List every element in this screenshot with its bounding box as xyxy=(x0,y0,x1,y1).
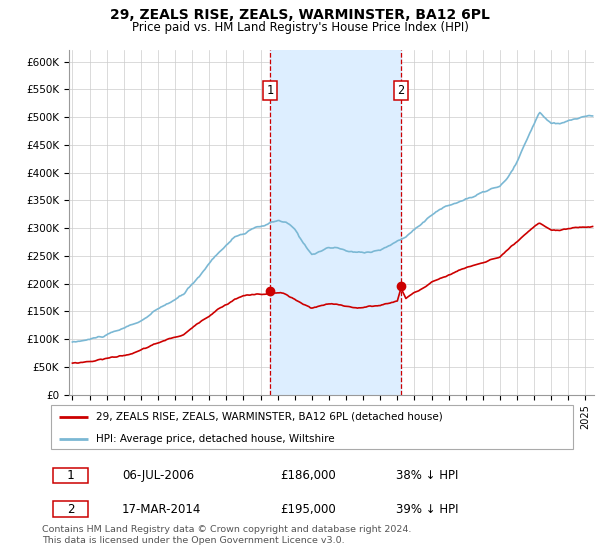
FancyBboxPatch shape xyxy=(50,405,574,449)
Text: 2: 2 xyxy=(67,503,74,516)
Text: 29, ZEALS RISE, ZEALS, WARMINSTER, BA12 6PL (detached house): 29, ZEALS RISE, ZEALS, WARMINSTER, BA12 … xyxy=(95,412,442,422)
Text: 06-JUL-2006: 06-JUL-2006 xyxy=(122,469,194,482)
Bar xyxy=(270,50,401,395)
FancyBboxPatch shape xyxy=(53,468,88,483)
Text: 2: 2 xyxy=(397,84,404,97)
Text: £186,000: £186,000 xyxy=(280,469,336,482)
Text: 39% ↓ HPI: 39% ↓ HPI xyxy=(397,503,459,516)
Text: 38% ↓ HPI: 38% ↓ HPI xyxy=(397,469,459,482)
Text: 1: 1 xyxy=(67,469,74,482)
Text: Contains HM Land Registry data © Crown copyright and database right 2024.
This d: Contains HM Land Registry data © Crown c… xyxy=(42,525,412,545)
Text: 29, ZEALS RISE, ZEALS, WARMINSTER, BA12 6PL: 29, ZEALS RISE, ZEALS, WARMINSTER, BA12 … xyxy=(110,8,490,22)
Text: £195,000: £195,000 xyxy=(280,503,336,516)
Text: 1: 1 xyxy=(266,84,274,97)
Text: 17-MAR-2014: 17-MAR-2014 xyxy=(122,503,201,516)
FancyBboxPatch shape xyxy=(53,502,88,517)
Text: Price paid vs. HM Land Registry's House Price Index (HPI): Price paid vs. HM Land Registry's House … xyxy=(131,21,469,34)
Text: HPI: Average price, detached house, Wiltshire: HPI: Average price, detached house, Wilt… xyxy=(95,434,334,444)
